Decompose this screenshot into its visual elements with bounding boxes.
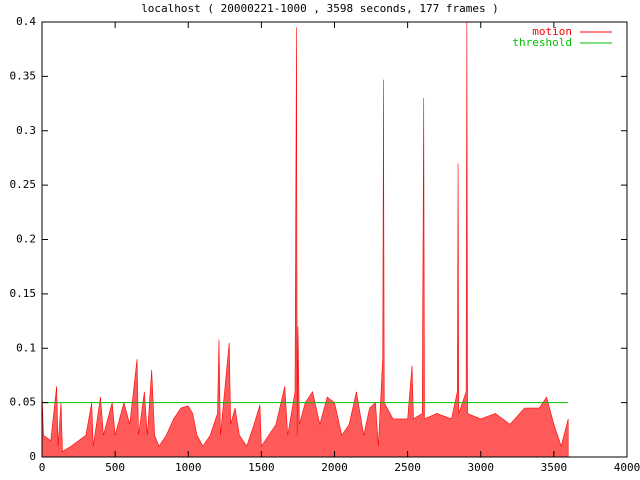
legend-label: threshold [512,36,572,49]
x-tick-label: 0 [39,461,46,474]
y-tick-label: 0.15 [10,287,37,300]
motion-area [41,21,569,458]
x-tick-label: 2000 [321,461,348,474]
y-tick-label: 0.2 [16,233,36,246]
y-tick-label: 0.35 [10,69,37,82]
x-tick-label: 1000 [175,461,202,474]
x-tick-label: 2500 [394,461,421,474]
y-tick-label: 0.25 [10,178,37,191]
y-tick-label: 0.05 [10,396,37,409]
x-tick-label: 3000 [468,461,495,474]
y-tick-label: 0.4 [16,15,36,28]
x-tick-label: 3500 [541,461,568,474]
plot-border [41,21,628,458]
y-tick-label: 0 [29,450,36,463]
chart-title: localhost ( 20000221-1000 , 3598 seconds… [141,2,499,15]
x-tick-label: 500 [105,461,125,474]
y-tick-label: 0.1 [16,341,36,354]
x-tick-label: 1500 [248,461,275,474]
x-tick-label: 4000 [614,461,640,474]
legend-label: motion [532,25,572,38]
y-tick-label: 0.3 [16,124,36,137]
